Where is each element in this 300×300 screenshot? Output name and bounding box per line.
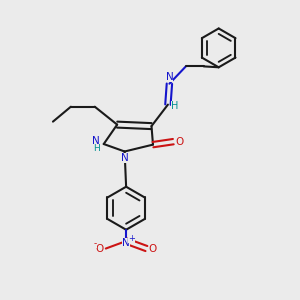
Text: +: + bbox=[128, 234, 135, 243]
Text: N: N bbox=[166, 72, 173, 82]
Text: H: H bbox=[171, 101, 178, 111]
Text: -: - bbox=[94, 239, 97, 248]
Text: H: H bbox=[93, 144, 100, 153]
Text: O: O bbox=[149, 244, 157, 254]
Text: N: N bbox=[92, 136, 100, 146]
Text: N: N bbox=[122, 238, 130, 248]
Text: O: O bbox=[95, 244, 103, 254]
Text: N: N bbox=[121, 153, 129, 163]
Text: O: O bbox=[176, 136, 184, 147]
